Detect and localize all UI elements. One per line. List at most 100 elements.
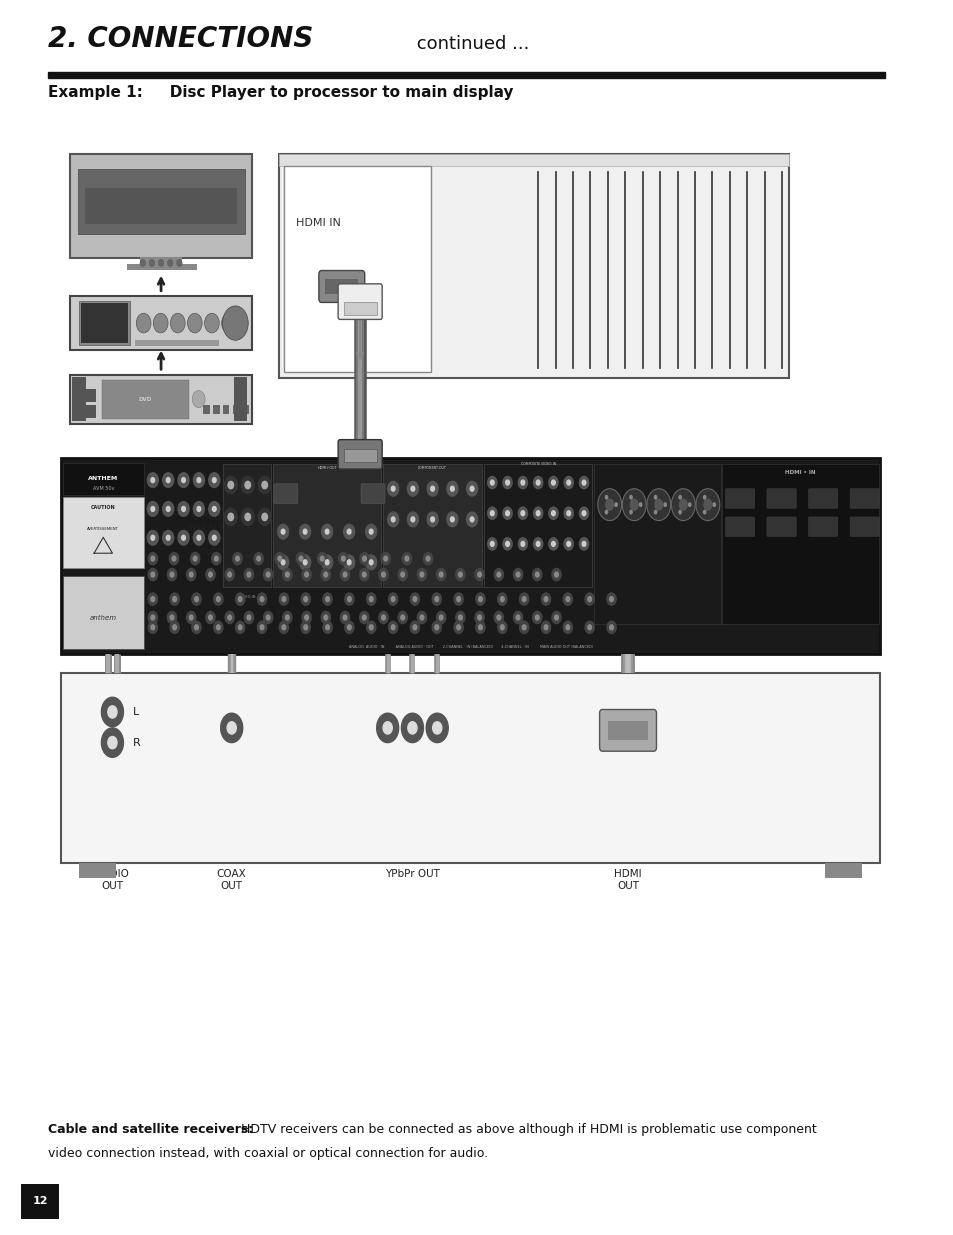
Bar	[140, 257, 181, 266]
FancyBboxPatch shape	[337, 284, 382, 320]
Text: Connect for
MAIN: Connect for MAIN	[599, 535, 656, 556]
Circle shape	[446, 482, 457, 496]
Circle shape	[302, 611, 311, 624]
Bar	[824, 863, 862, 878]
Circle shape	[151, 615, 154, 620]
Circle shape	[388, 593, 397, 605]
Circle shape	[566, 480, 570, 485]
Circle shape	[551, 511, 555, 516]
Circle shape	[204, 314, 219, 333]
Circle shape	[402, 552, 411, 564]
FancyBboxPatch shape	[807, 517, 837, 536]
Circle shape	[228, 572, 232, 577]
Circle shape	[365, 525, 376, 538]
Circle shape	[178, 501, 189, 516]
Bar	[71, 374, 252, 424]
Circle shape	[170, 572, 173, 577]
Circle shape	[604, 510, 608, 515]
Bar	[279, 154, 788, 378]
Circle shape	[275, 552, 284, 564]
Bar	[21, 1184, 59, 1219]
Circle shape	[566, 541, 570, 546]
Circle shape	[344, 621, 354, 634]
Circle shape	[578, 537, 588, 550]
Circle shape	[193, 556, 196, 561]
Circle shape	[301, 621, 310, 634]
Bar	[49, 72, 884, 78]
Bar	[212, 341, 218, 346]
Circle shape	[522, 625, 525, 630]
Circle shape	[639, 503, 641, 508]
Circle shape	[266, 615, 270, 620]
Circle shape	[101, 698, 123, 726]
Bar	[135, 341, 143, 346]
Circle shape	[475, 611, 484, 624]
Circle shape	[347, 625, 351, 630]
Circle shape	[533, 477, 542, 489]
Circle shape	[407, 482, 418, 496]
Circle shape	[551, 541, 555, 546]
Circle shape	[209, 530, 219, 545]
FancyBboxPatch shape	[724, 517, 754, 536]
Circle shape	[548, 477, 558, 489]
Circle shape	[458, 572, 461, 577]
Circle shape	[213, 506, 216, 511]
Circle shape	[581, 541, 585, 546]
Circle shape	[427, 482, 437, 496]
Circle shape	[490, 541, 494, 546]
Circle shape	[304, 597, 307, 601]
Circle shape	[475, 568, 484, 580]
Bar	[325, 279, 358, 294]
Circle shape	[516, 615, 519, 620]
Circle shape	[541, 621, 550, 634]
Circle shape	[281, 529, 285, 534]
Circle shape	[343, 555, 355, 569]
Circle shape	[148, 568, 157, 580]
Circle shape	[321, 555, 333, 569]
Circle shape	[238, 597, 242, 601]
Circle shape	[197, 478, 200, 483]
Circle shape	[387, 482, 398, 496]
Bar	[223, 405, 229, 414]
Circle shape	[366, 621, 375, 634]
Circle shape	[388, 621, 397, 634]
Circle shape	[302, 568, 311, 580]
Circle shape	[341, 556, 345, 561]
Circle shape	[543, 625, 547, 630]
Circle shape	[520, 541, 524, 546]
Bar	[242, 405, 249, 414]
Circle shape	[446, 513, 457, 526]
Circle shape	[282, 625, 285, 630]
Circle shape	[629, 510, 632, 515]
Circle shape	[324, 572, 327, 577]
Circle shape	[343, 525, 355, 538]
Text: YPbPr OUT: YPbPr OUT	[385, 869, 439, 879]
FancyBboxPatch shape	[807, 489, 837, 509]
Text: HDMI+OUT: HDMI+OUT	[317, 466, 336, 469]
Bar	[156, 341, 163, 346]
Circle shape	[687, 503, 691, 508]
Circle shape	[257, 621, 266, 634]
Circle shape	[190, 572, 193, 577]
Circle shape	[151, 597, 154, 601]
Circle shape	[397, 568, 407, 580]
Circle shape	[563, 508, 573, 520]
Circle shape	[456, 597, 460, 601]
Circle shape	[187, 611, 195, 624]
Bar	[607, 720, 647, 740]
Bar	[170, 341, 177, 346]
Circle shape	[168, 568, 176, 580]
Circle shape	[548, 508, 558, 520]
Circle shape	[148, 552, 157, 564]
Circle shape	[533, 508, 542, 520]
Circle shape	[209, 572, 213, 577]
Circle shape	[490, 480, 494, 485]
Text: Connect if
using ZONE2: Connect if using ZONE2	[380, 535, 444, 556]
Bar	[191, 341, 198, 346]
Circle shape	[497, 621, 506, 634]
Circle shape	[193, 501, 204, 516]
Circle shape	[598, 489, 621, 521]
Circle shape	[427, 513, 437, 526]
Circle shape	[279, 593, 288, 605]
Circle shape	[235, 593, 245, 605]
